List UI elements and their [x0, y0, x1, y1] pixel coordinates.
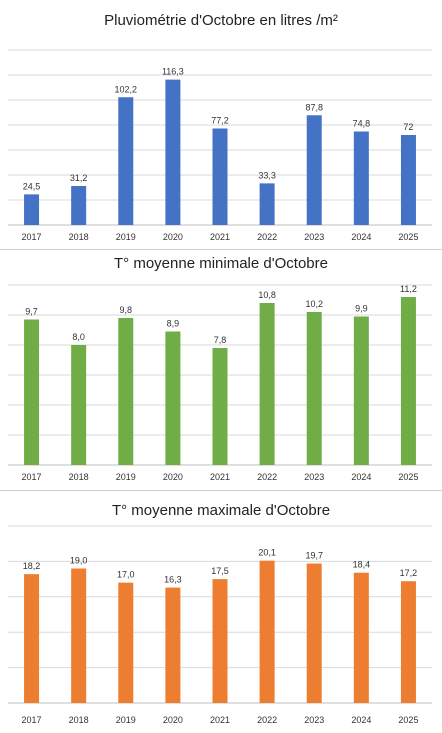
bar-2021 [212, 348, 228, 465]
data-label-2024: 74,8 [353, 119, 371, 129]
bar-2025 [400, 581, 416, 703]
data-label-2022: 33,3 [258, 170, 276, 180]
bar-2021 [212, 579, 228, 703]
bar-2023 [306, 563, 322, 703]
chart-2-title: T° moyenne minimale d'Octobre [114, 255, 328, 272]
bar-2023 [306, 115, 322, 225]
chart-3-title: T° moyenne maximale d'Octobre [111, 502, 331, 519]
rainfall-bar-chart: 24,5 2017 31,2 2018 102,2 2019 116,3 2020 77,2 20… [8, 49, 432, 242]
x-tick-label-2019: 2019 [116, 472, 136, 482]
x-tick-label-2024: 2024 [351, 472, 371, 482]
x-tick-label-2023: 2023 [304, 715, 324, 725]
x-tick-label-2017: 2017 [22, 232, 42, 242]
x-tick-label-2020: 2020 [163, 232, 183, 242]
x-tick-label-2019: 2019 [116, 715, 136, 725]
x-tick-label-2023: 2023 [304, 232, 324, 242]
x-tick-label-2018: 2018 [69, 232, 89, 242]
data-label-2019: 102,2 [115, 84, 138, 94]
x-tick-label-2024: 2024 [351, 715, 371, 725]
x-tick-label-2018: 2018 [69, 472, 89, 482]
bar-2018 [71, 345, 87, 465]
data-label-2018: 19,0 [70, 555, 88, 565]
data-label-2024: 9,9 [355, 304, 368, 314]
data-label-2021: 17,5 [211, 566, 229, 576]
data-label-2023: 19,7 [305, 551, 323, 561]
x-tick-label-2022: 2022 [257, 715, 277, 725]
bar-2024 [353, 572, 369, 703]
data-label-2024: 18,4 [353, 560, 371, 570]
data-label-2017: 9,7 [25, 307, 38, 317]
x-tick-label-2017: 2017 [22, 472, 42, 482]
data-label-2018: 31,2 [70, 173, 88, 183]
data-label-2019: 9,8 [120, 305, 133, 315]
bar-2022 [259, 183, 275, 225]
bar-2024 [353, 316, 369, 465]
bar-2025 [400, 135, 416, 225]
data-label-2022: 10,8 [258, 290, 276, 300]
bar-2017 [24, 194, 40, 225]
x-tick-label-2025: 2025 [398, 715, 418, 725]
bar-2020 [165, 331, 181, 465]
data-label-2018: 8,0 [72, 332, 85, 342]
x-tick-label-2020: 2020 [163, 472, 183, 482]
max-temperature-bar-chart: 18,2 2017 19,0 2018 17,0 2019 16,3 2020 17,5 2021… [8, 525, 432, 725]
data-label-2017: 24,5 [23, 181, 41, 191]
data-label-2022: 20,1 [258, 548, 276, 558]
x-tick-label-2023: 2023 [304, 472, 324, 482]
x-tick-label-2024: 2024 [351, 232, 371, 242]
x-tick-label-2017: 2017 [22, 715, 42, 725]
data-label-2023: 10,2 [305, 299, 323, 309]
x-tick-label-2022: 2022 [257, 472, 277, 482]
bar-2019 [118, 582, 134, 703]
bar-2018 [71, 568, 87, 703]
min-temperature-bar-chart: 9,7 2017 8,0 2018 9,8 2019 8,9 2020 7,8 2021 10,8 2… [8, 284, 432, 482]
data-label-2017: 18,2 [23, 561, 41, 571]
bar-2017 [24, 574, 40, 703]
bar-2023 [306, 312, 322, 465]
data-label-2021: 77,2 [211, 116, 229, 126]
bar-2025 [400, 297, 416, 465]
data-label-2019: 17,0 [117, 570, 135, 580]
x-tick-label-2025: 2025 [398, 472, 418, 482]
data-label-2020: 8,9 [167, 319, 180, 329]
bar-2020 [165, 587, 181, 703]
bar-2019 [118, 318, 134, 465]
x-tick-label-2021: 2021 [210, 715, 230, 725]
bar-2019 [118, 97, 134, 225]
bar-2022 [259, 560, 275, 703]
separator [0, 249, 442, 250]
data-label-2025: 11,2 [400, 284, 417, 294]
x-tick-label-2022: 2022 [257, 232, 277, 242]
separator [0, 490, 442, 491]
data-label-2020: 116,3 [162, 67, 184, 77]
bar-2018 [71, 186, 87, 225]
bar-2024 [353, 131, 369, 225]
x-tick-label-2021: 2021 [210, 232, 230, 242]
x-tick-label-2018: 2018 [69, 715, 89, 725]
data-label-2021: 7,8 [214, 335, 227, 345]
x-tick-label-2025: 2025 [398, 232, 418, 242]
data-label-2023: 87,8 [305, 102, 323, 112]
x-tick-label-2020: 2020 [163, 715, 183, 725]
bar-2020 [165, 79, 181, 225]
bar-2021 [212, 128, 228, 225]
x-tick-label-2021: 2021 [210, 472, 230, 482]
bar-2017 [24, 319, 40, 465]
data-label-2025: 17,2 [400, 568, 418, 578]
bar-2022 [259, 303, 275, 465]
chart-1-title: Pluviométrie d'Octobre en litres /m² [104, 12, 338, 29]
data-label-2025: 72 [403, 122, 413, 132]
data-label-2020: 16,3 [164, 575, 182, 585]
x-tick-label-2019: 2019 [116, 232, 136, 242]
